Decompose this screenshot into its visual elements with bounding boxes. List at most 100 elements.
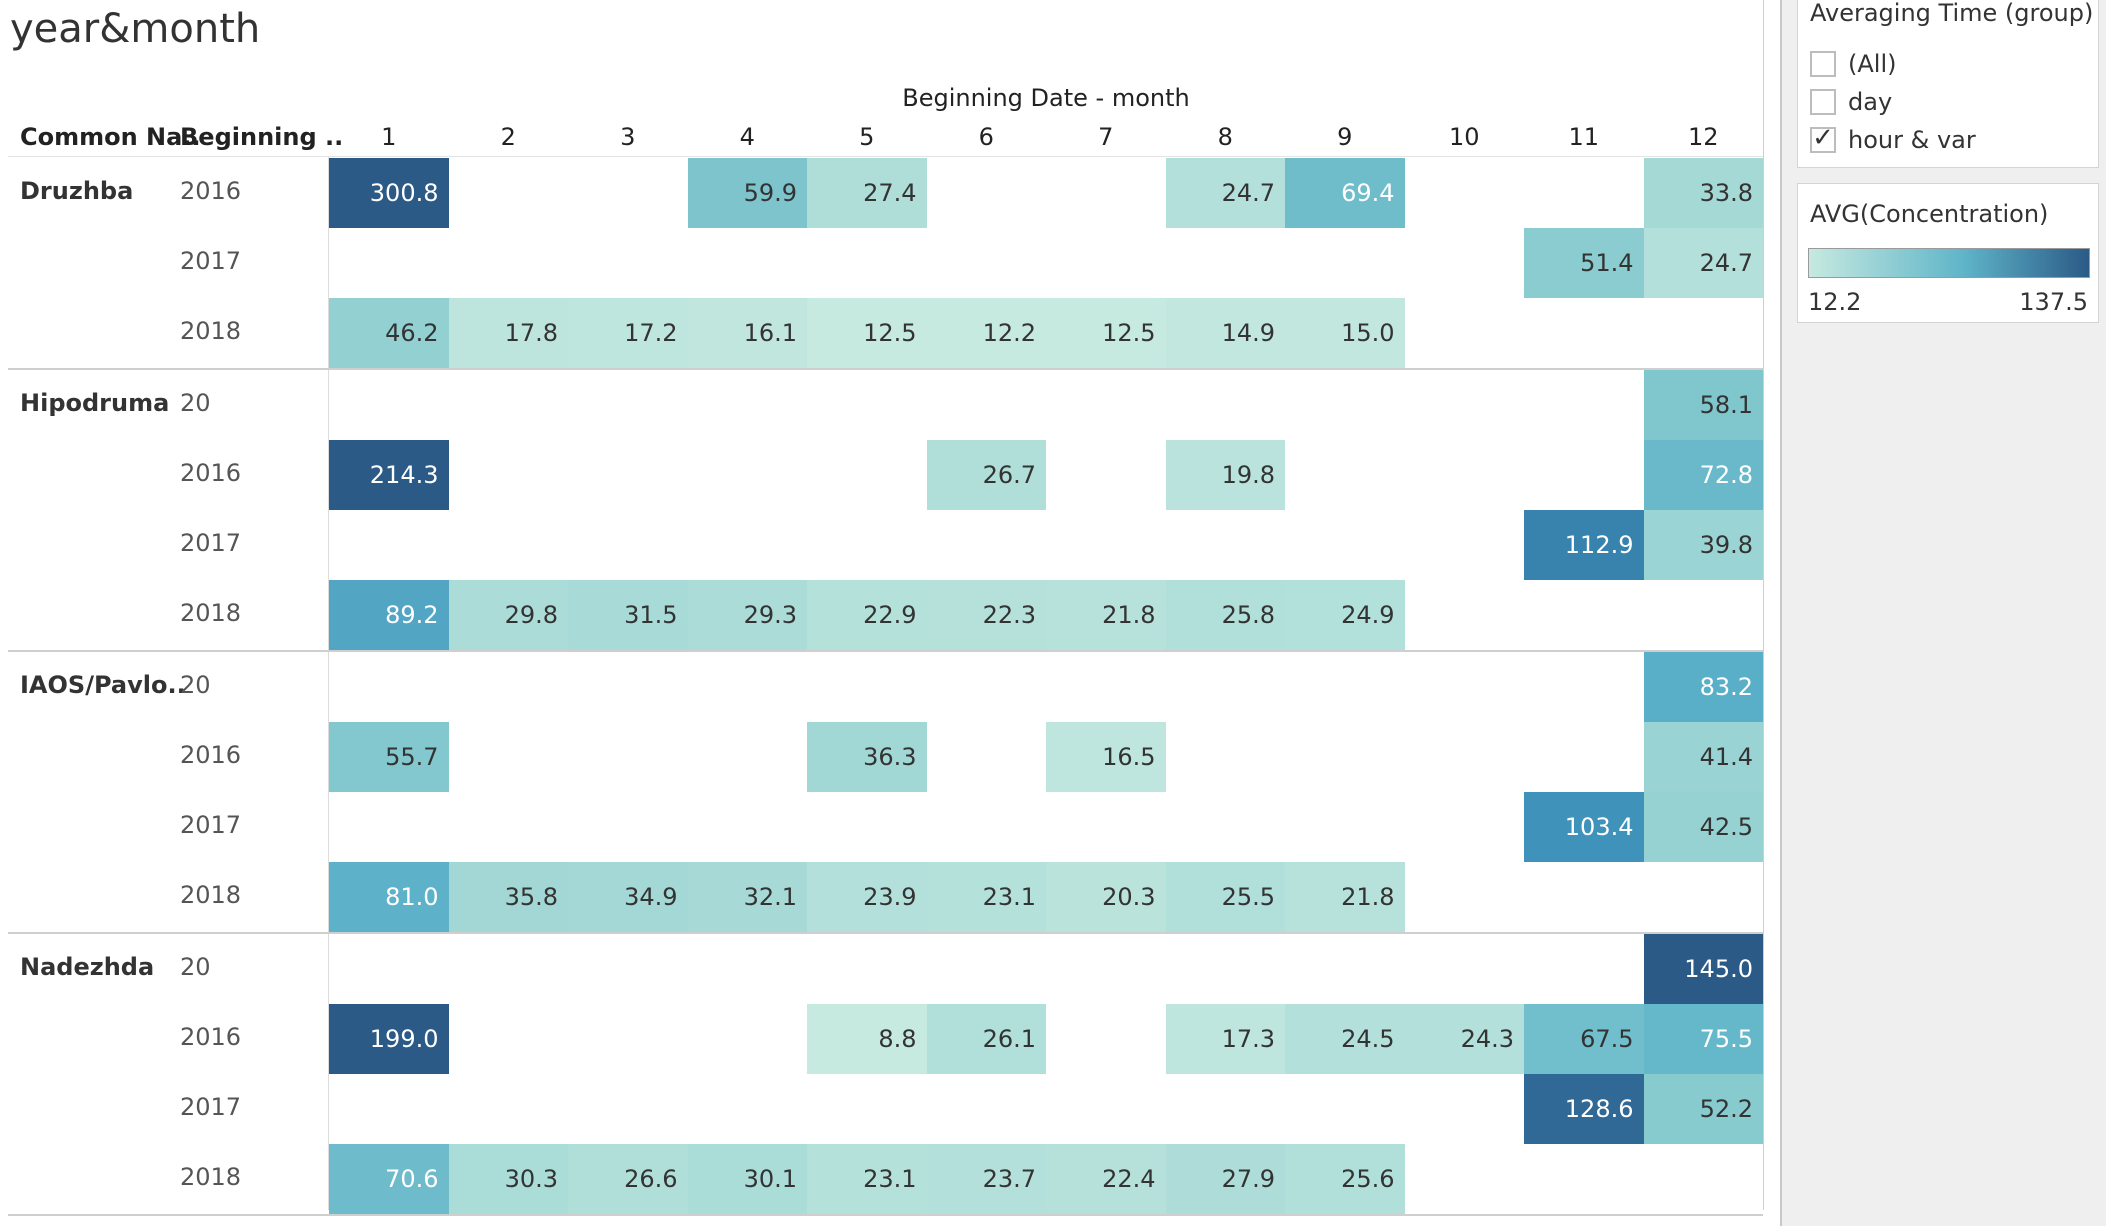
filter-checkbox-hour-var[interactable]: ✓	[1810, 123, 1836, 153]
heatmap-cell[interactable]: 83.2	[1643, 652, 1763, 722]
heatmap-cell[interactable]: 22.4	[1046, 1144, 1166, 1214]
year-label: 20	[180, 671, 211, 699]
heatmap-cell[interactable]: 29.3	[687, 580, 807, 650]
heatmap-cell[interactable]: 23.1	[926, 862, 1046, 932]
beginning-year-header[interactable]: Beginning ..	[180, 123, 344, 151]
checkmark-icon: ✓	[1812, 123, 1834, 153]
filter-checkbox-day[interactable]: ✓	[1810, 89, 1836, 115]
heatmap-cell[interactable]: 199.0	[329, 1004, 449, 1074]
heatmap-cell[interactable]: 52.2	[1643, 1074, 1763, 1144]
side-panel-divider	[1780, 0, 1782, 1226]
month-header[interactable]: 10	[1448, 123, 1480, 151]
month-header[interactable]: 3	[620, 123, 636, 151]
heatmap-cell[interactable]: 23.1	[807, 1144, 927, 1214]
heatmap-cell[interactable]: 103.4	[1524, 792, 1644, 862]
year-label: 2018	[180, 1163, 242, 1191]
heatmap-cell[interactable]: 46.2	[329, 298, 449, 368]
heatmap-cell[interactable]: 42.5	[1643, 792, 1763, 862]
heatmap-cell[interactable]: 30.1	[687, 1144, 807, 1214]
heatmap-cell[interactable]: 21.8	[1046, 580, 1166, 650]
heatmap-cell[interactable]: 67.5	[1524, 1004, 1644, 1074]
month-header[interactable]: 9	[1337, 123, 1353, 151]
heatmap-cell[interactable]: 12.2	[926, 298, 1046, 368]
heatmap-cell[interactable]: 17.2	[568, 298, 688, 368]
heatmap-cell[interactable]: 23.9	[807, 862, 927, 932]
heatmap-cell[interactable]: 39.8	[1643, 510, 1763, 580]
heatmap-cell[interactable]: 14.9	[1165, 298, 1285, 368]
heatmap-cell[interactable]: 22.9	[807, 580, 927, 650]
year-label: 2016	[180, 459, 242, 487]
heatmap-cell[interactable]: 55.7	[329, 722, 449, 792]
heatmap-cell[interactable]: 81.0	[329, 862, 449, 932]
heatmap-cell[interactable]: 24.5	[1285, 1004, 1405, 1074]
heatmap-cell[interactable]: 27.9	[1165, 1144, 1285, 1214]
heatmap-cell[interactable]: 8.8	[807, 1004, 927, 1074]
heatmap-cell[interactable]: 26.1	[926, 1004, 1046, 1074]
heatmap-cell[interactable]: 31.5	[568, 580, 688, 650]
heatmap-cell[interactable]: 32.1	[687, 862, 807, 932]
filter-checkbox-all[interactable]: ✓	[1810, 51, 1836, 77]
heatmap-cell[interactable]: 59.9	[687, 158, 807, 228]
heatmap-cell[interactable]: 16.5	[1046, 722, 1166, 792]
heatmap-cell[interactable]: 69.4	[1285, 158, 1405, 228]
filter-option-day[interactable]: ✓ day	[1810, 87, 1892, 117]
month-header[interactable]: 11	[1568, 123, 1600, 151]
month-header[interactable]: 12	[1687, 123, 1719, 151]
heatmap-cell[interactable]: 26.7	[926, 440, 1046, 510]
month-header[interactable]: 1	[381, 123, 397, 151]
heatmap-cell[interactable]: 22.3	[926, 580, 1046, 650]
heatmap-cell[interactable]: 17.8	[448, 298, 568, 368]
heatmap-cell[interactable]: 24.7	[1643, 228, 1763, 298]
common-name-header[interactable]: Common Na..	[20, 123, 201, 151]
heatmap-cell[interactable]: 16.1	[687, 298, 807, 368]
heatmap-cell[interactable]: 30.3	[448, 1144, 568, 1214]
heatmap-cell[interactable]: 70.6	[329, 1144, 449, 1214]
sheet-title: year&month	[10, 6, 261, 52]
heatmap-cell[interactable]: 26.6	[568, 1144, 688, 1214]
heatmap-cell[interactable]: 29.8	[448, 580, 568, 650]
heatmap-cell[interactable]: 15.0	[1285, 298, 1405, 368]
heatmap-cell[interactable]: 214.3	[329, 440, 449, 510]
heatmap-cell[interactable]: 19.8	[1165, 440, 1285, 510]
heatmap-cell[interactable]: 24.9	[1285, 580, 1405, 650]
filter-option-hour-var[interactable]: ✓ hour & var	[1810, 123, 1976, 155]
year-label: 2018	[180, 599, 242, 627]
legend-title: AVG(Concentration)	[1810, 200, 2049, 228]
year-label: 2016	[180, 177, 242, 205]
heatmap-cell[interactable]: 112.9	[1524, 510, 1644, 580]
heatmap-cell[interactable]: 12.5	[807, 298, 927, 368]
filter-option-label: day	[1848, 88, 1893, 116]
heatmap-cell[interactable]: 23.7	[926, 1144, 1046, 1214]
heatmap-cell[interactable]: 72.8	[1643, 440, 1763, 510]
month-header[interactable]: 5	[859, 123, 875, 151]
heatmap-cell[interactable]: 75.5	[1643, 1004, 1763, 1074]
heatmap-cell[interactable]: 17.3	[1165, 1004, 1285, 1074]
heatmap-cell[interactable]: 25.5	[1165, 862, 1285, 932]
month-header[interactable]: 7	[1098, 123, 1114, 151]
heatmap-cell[interactable]: 145.0	[1643, 934, 1763, 1004]
heatmap-cell[interactable]: 20.3	[1046, 862, 1166, 932]
heatmap-cell[interactable]: 12.5	[1046, 298, 1166, 368]
heatmap-cell[interactable]: 27.4	[807, 158, 927, 228]
heatmap-cell[interactable]: 51.4	[1524, 228, 1644, 298]
station-name-label: IAOS/Pavlo..	[20, 671, 186, 699]
heatmap-cell[interactable]: 58.1	[1643, 370, 1763, 440]
month-header[interactable]: 8	[1217, 123, 1233, 151]
heatmap-cell[interactable]: 34.9	[568, 862, 688, 932]
heatmap-cell[interactable]: 41.4	[1643, 722, 1763, 792]
heatmap-cell[interactable]: 25.8	[1165, 580, 1285, 650]
filter-option-all[interactable]: ✓ (All)	[1810, 49, 1896, 79]
heatmap-cell[interactable]: 128.6	[1524, 1074, 1644, 1144]
month-header[interactable]: 6	[978, 123, 994, 151]
month-header[interactable]: 4	[739, 123, 755, 151]
heatmap-cell[interactable]: 33.8	[1643, 158, 1763, 228]
heatmap-cell[interactable]: 89.2	[329, 580, 449, 650]
heatmap-cell[interactable]: 300.8	[329, 158, 449, 228]
heatmap-cell[interactable]: 35.8	[448, 862, 568, 932]
heatmap-cell[interactable]: 25.6	[1285, 1144, 1405, 1214]
heatmap-cell[interactable]: 36.3	[807, 722, 927, 792]
heatmap-cell[interactable]: 24.3	[1404, 1004, 1524, 1074]
heatmap-cell[interactable]: 21.8	[1285, 862, 1405, 932]
month-header[interactable]: 2	[500, 123, 516, 151]
heatmap-cell[interactable]: 24.7	[1165, 158, 1285, 228]
